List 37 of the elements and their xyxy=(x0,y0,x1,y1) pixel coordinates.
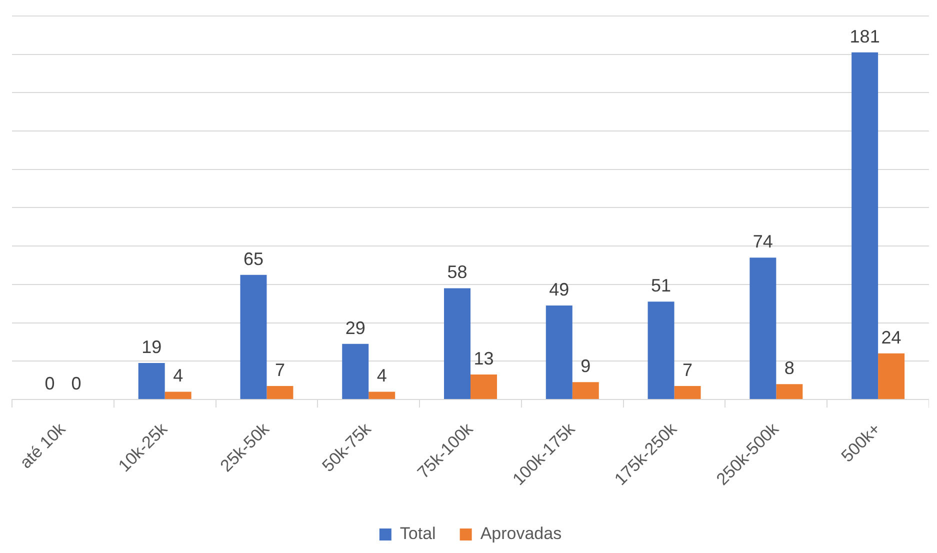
bar xyxy=(546,305,572,399)
data-label: 181 xyxy=(850,26,880,46)
bar xyxy=(648,302,674,399)
data-label: 19 xyxy=(142,336,162,357)
bar xyxy=(266,386,294,399)
legend-label: Aprovadas xyxy=(480,524,562,544)
data-label: 74 xyxy=(752,232,773,252)
bar xyxy=(750,258,776,399)
data-label: 7 xyxy=(682,360,693,380)
data-label: 4 xyxy=(173,366,184,386)
data-label: 13 xyxy=(474,348,494,368)
bar xyxy=(852,52,878,399)
bar xyxy=(878,353,905,399)
data-label: 4 xyxy=(376,366,387,386)
bar xyxy=(776,384,803,399)
x-tick-label: até 10k xyxy=(16,419,70,472)
data-label: 7 xyxy=(274,360,285,380)
bar xyxy=(674,386,701,399)
bar xyxy=(164,392,192,399)
data-label: 51 xyxy=(651,276,672,296)
legend-label: Total xyxy=(400,524,436,544)
bar xyxy=(240,274,267,399)
data-label: 65 xyxy=(243,248,264,269)
bar xyxy=(572,382,599,399)
bar xyxy=(470,374,497,399)
bar xyxy=(138,363,165,399)
data-label: 9 xyxy=(580,356,591,376)
data-label: 0 xyxy=(71,373,82,394)
bar xyxy=(368,392,396,399)
data-label: 49 xyxy=(549,279,570,300)
data-label: 0 xyxy=(44,373,55,394)
data-label: 29 xyxy=(345,318,366,338)
bar xyxy=(342,344,369,399)
data-label: 24 xyxy=(881,327,902,348)
data-label: 8 xyxy=(784,358,794,378)
bar xyxy=(444,288,470,399)
data-label: 58 xyxy=(447,262,468,282)
